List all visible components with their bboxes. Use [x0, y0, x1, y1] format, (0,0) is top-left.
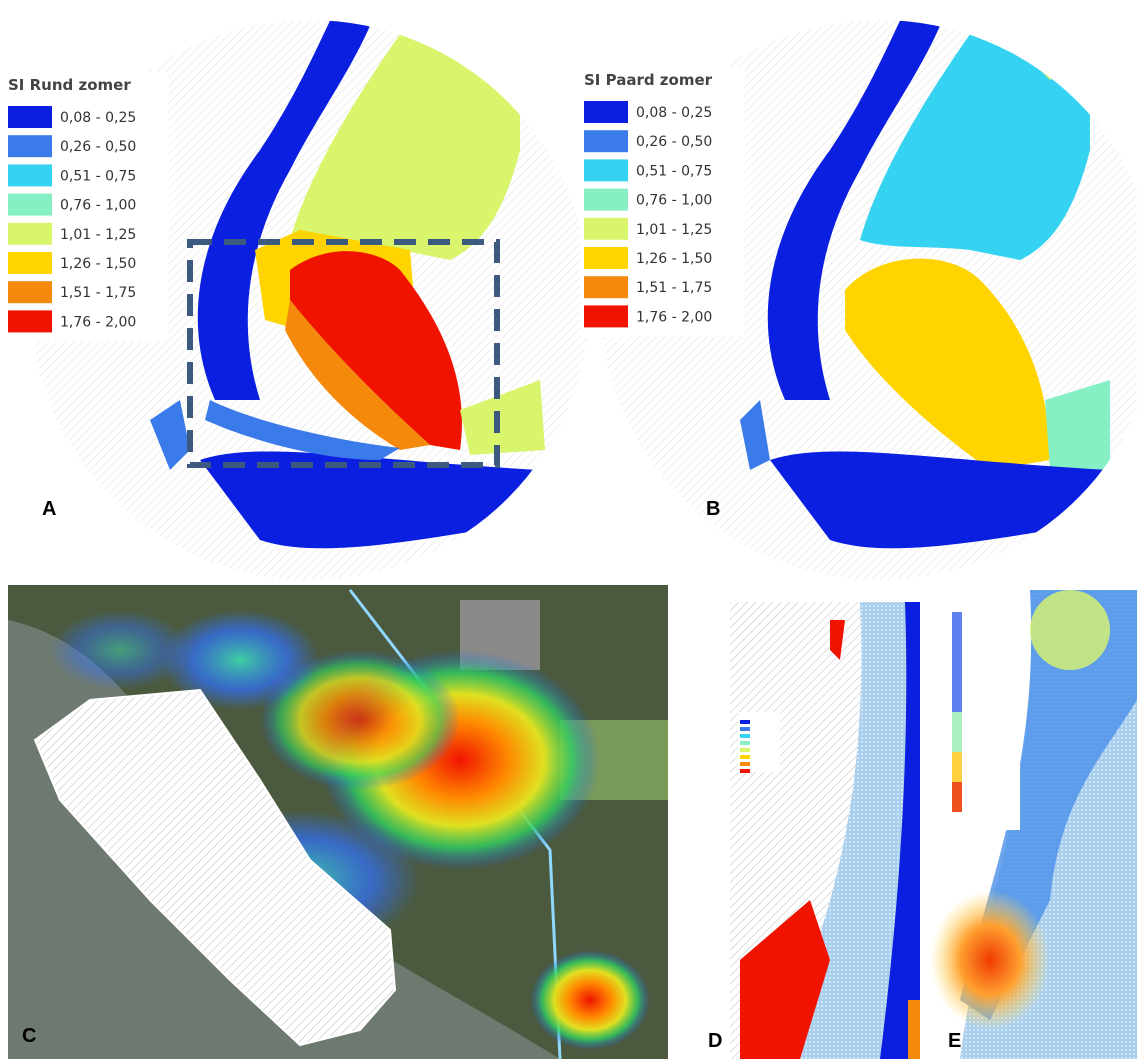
- legend-swatch: [584, 247, 628, 269]
- legend-label: 1,26 - 1,50: [636, 251, 712, 267]
- legend-label: 0,26 - 0,50: [60, 139, 136, 155]
- legend-label: 1,26 - 1,50: [60, 256, 136, 272]
- legend-label: 0,26 - 0,50: [636, 134, 712, 150]
- legend-label: 0,76 - 1,00: [60, 198, 136, 214]
- legend-label: 0,51 - 0,75: [636, 163, 712, 179]
- legend-swatch: [8, 164, 52, 186]
- heatmap-photo-c: [8, 585, 668, 1059]
- legend-swatch: [584, 130, 628, 152]
- legend-swatch: [8, 310, 52, 332]
- panel-label: D: [708, 1030, 722, 1052]
- legend-swatch: [8, 194, 52, 216]
- legend-swatch: [8, 281, 52, 303]
- map-d: [730, 602, 920, 1059]
- legend-label: 0,51 - 0,75: [60, 168, 136, 184]
- legend-label: 1,51 - 1,75: [60, 285, 136, 301]
- legend-label: 1,01 - 1,25: [60, 227, 136, 243]
- legend-label: 1,76 - 2,00: [636, 309, 712, 325]
- legend-label: 0,08 - 0,25: [60, 110, 136, 126]
- legend-swatch: [8, 135, 52, 157]
- legend-label: 0,76 - 1,00: [636, 193, 712, 209]
- legend-label: 1,01 - 1,25: [636, 222, 712, 238]
- figure: SI Rund zomer 0,08 - 0,25 0,26 - 0,50 0,51 …: [0, 0, 1137, 1059]
- legend-title: SI Paard zomer: [584, 71, 713, 89]
- legend-swatch: [584, 189, 628, 211]
- legend-e-swatches: [952, 612, 962, 812]
- legend-label: 1,76 - 2,00: [60, 314, 136, 330]
- legend-swatch: [8, 252, 52, 274]
- map-e: [930, 590, 1137, 1059]
- legend-swatch: [8, 106, 52, 128]
- legend-swatch: [584, 101, 628, 123]
- legend-label: 1,51 - 1,75: [636, 280, 712, 296]
- panel-label: E: [948, 1030, 961, 1052]
- panel-label: B: [706, 498, 720, 520]
- legend-swatch: [584, 305, 628, 327]
- panel-label: C: [22, 1025, 36, 1047]
- legend-title: SI Rund zomer: [8, 76, 131, 94]
- legend-swatch: [584, 276, 628, 298]
- panel-label: A: [42, 498, 56, 520]
- legend-label: 0,08 - 0,25: [636, 105, 712, 121]
- legend-swatch: [8, 223, 52, 245]
- legend-swatch: [584, 159, 628, 181]
- legend-swatch: [584, 218, 628, 240]
